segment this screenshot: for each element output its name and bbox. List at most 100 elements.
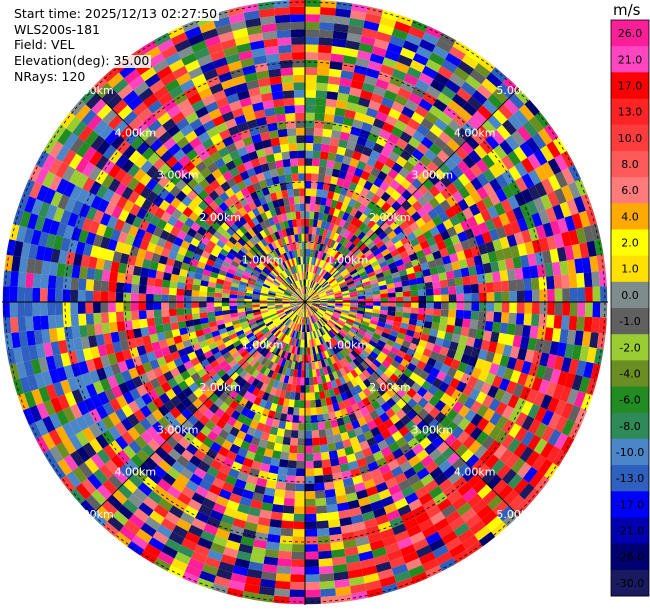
velocity-gate: [350, 10, 367, 21]
velocity-gate: [495, 174, 509, 189]
velocity-gate: [381, 265, 390, 273]
velocity-gate: [369, 443, 381, 455]
velocity-gate: [546, 235, 557, 250]
velocity-gate: [312, 302, 321, 305]
velocity-gate: [556, 342, 567, 358]
velocity-gate: [487, 494, 504, 511]
velocity-gate: [377, 521, 392, 533]
velocity-gate: [398, 327, 408, 335]
velocity-gate: [457, 127, 471, 142]
range-ring-label: 3.00km: [157, 423, 199, 436]
velocity-gate: [331, 315, 339, 321]
velocity-gate: [323, 389, 331, 399]
velocity-gate: [363, 430, 374, 441]
velocity-gate: [195, 511, 210, 524]
velocity-gate: [232, 565, 249, 577]
velocity-gate: [395, 155, 408, 168]
velocity-gate: [514, 267, 524, 280]
velocity-gate: [313, 460, 323, 469]
velocity-gate: [326, 309, 334, 313]
velocity-gate: [320, 236, 327, 245]
velocity-gate: [360, 170, 371, 181]
velocity-gate: [553, 315, 563, 329]
velocity-gate: [405, 266, 415, 275]
velocity-gate: [408, 92, 423, 106]
velocity-gate: [480, 253, 491, 265]
velocity-gate: [330, 419, 339, 428]
velocity-gate: [401, 317, 410, 324]
velocity-gate: [334, 273, 342, 280]
velocity-gate: [206, 291, 215, 298]
velocity-gate: [462, 101, 478, 117]
velocity-gate: [9, 302, 18, 318]
velocity-gate: [330, 281, 338, 287]
range-ring-label: 4.00km: [454, 126, 496, 139]
velocity-gate: [354, 228, 363, 238]
velocity-gate: [545, 207, 558, 223]
velocity-gate: [448, 309, 457, 318]
velocity-gate: [312, 437, 320, 446]
velocity-gate: [536, 264, 547, 278]
velocity-gate: [549, 341, 560, 356]
velocity-gate: [367, 210, 377, 220]
velocity-gate: [292, 536, 305, 545]
velocity-gate: [361, 82, 376, 94]
velocity-gate: [225, 433, 237, 444]
velocity-gate: [496, 124, 511, 140]
velocity-gate: [482, 168, 496, 183]
velocity-gate: [305, 362, 309, 371]
velocity-gate: [357, 231, 366, 241]
velocity-gate: [250, 436, 261, 447]
velocity-gate: [354, 111, 366, 122]
velocity-gate: [581, 257, 592, 273]
velocity-gate: [236, 430, 247, 441]
velocity-gate: [311, 281, 316, 289]
velocity-gate: [339, 315, 348, 321]
velocity-gate: [519, 386, 532, 401]
velocity-gate: [441, 86, 457, 100]
velocity-gate: [469, 203, 481, 216]
velocity-gate: [338, 317, 347, 323]
velocity-gate: [252, 492, 265, 503]
velocity-gate: [214, 292, 223, 298]
velocity-gate: [306, 287, 309, 295]
velocity-gate: [357, 543, 372, 554]
velocity-gate: [232, 518, 247, 529]
velocity-gate: [586, 347, 597, 364]
velocity-gate: [379, 284, 388, 291]
velocity-gate: [408, 252, 419, 262]
velocity-gate: [305, 67, 318, 76]
velocity-gate: [428, 52, 446, 66]
velocity-gate: [391, 491, 405, 503]
velocity-gate: [436, 264, 446, 274]
velocity-gate: [521, 430, 535, 447]
velocity-gate: [326, 435, 335, 445]
velocity-gate: [315, 275, 321, 283]
velocity-gate: [411, 258, 421, 267]
velocity-gate: [519, 254, 530, 268]
velocity-gate: [319, 295, 327, 299]
velocity-gate: [452, 178, 465, 191]
velocity-gate: [439, 247, 450, 258]
velocity-gate: [347, 253, 356, 262]
velocity-gate: [362, 260, 371, 268]
velocity-gate: [47, 315, 57, 329]
velocity-gate: [294, 361, 299, 370]
velocity-gate: [319, 305, 328, 308]
velocity-gate: [505, 380, 518, 395]
velocity-gate: [564, 372, 576, 389]
velocity-gate: [546, 354, 557, 369]
velocity-gate: [328, 319, 336, 326]
velocity-gate: [206, 516, 221, 529]
velocity-gate: [531, 350, 543, 365]
velocity-gate: [469, 274, 479, 285]
velocity-gate: [314, 105, 326, 114]
velocity-gate: [311, 305, 319, 311]
velocity-gate: [310, 306, 317, 313]
velocity-gate: [523, 278, 532, 291]
velocity-gate: [446, 182, 459, 196]
velocity-gate: [318, 429, 327, 438]
velocity-gate: [320, 318, 327, 325]
velocity-gate: [553, 233, 565, 249]
velocity-gate: [474, 358, 486, 370]
